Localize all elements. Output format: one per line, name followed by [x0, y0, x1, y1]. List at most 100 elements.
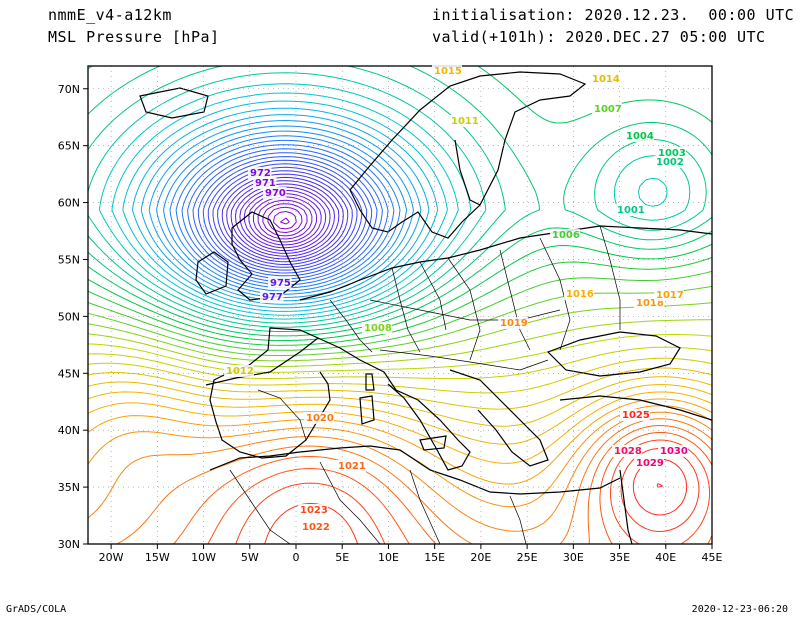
lat-label: 70N [58, 83, 80, 96]
isobar-1007 [88, 285, 712, 356]
coastline-iberia [205, 327, 331, 459]
isobar-993 [156, 125, 414, 298]
isobar-1003 [88, 66, 712, 337]
lon-label: 40E [655, 551, 676, 564]
lat-label: 60N [58, 197, 80, 210]
coastline-north-africa [209, 445, 621, 495]
lon-label: 20W [99, 551, 124, 564]
contour-label-bg [654, 156, 684, 168]
contour-label-1016: 1016 [566, 289, 594, 300]
coastline-continent [299, 225, 712, 301]
contour-label-bg [612, 445, 642, 457]
lon-label: 30E [563, 551, 584, 564]
isobar-998 [111, 92, 459, 316]
contour-label-bg [263, 187, 287, 199]
coastline-gulf-of-bothnia [454, 139, 481, 206]
isobar-985 [202, 159, 368, 274]
isobar-1011 [88, 346, 712, 380]
contour-label-bg [432, 65, 462, 77]
contour-label-972: 972 [250, 168, 271, 179]
contour-label-bg [592, 103, 622, 115]
contour-label-1017: 1017 [656, 290, 684, 301]
contour-label-bg [590, 73, 620, 85]
contour-label-975: 975 [270, 278, 291, 289]
lat-label: 45N [58, 367, 80, 380]
lon-label: 5E [335, 551, 349, 564]
isobar-1000 [88, 72, 691, 324]
isobar-995 [140, 114, 430, 305]
isobar-1008 [88, 302, 712, 362]
contour-label-1015: 1015 [434, 66, 462, 77]
contour-label-1001: 1001 [617, 205, 645, 216]
isobar-994 [148, 120, 422, 302]
isobar-1018 [88, 405, 712, 508]
contour-label-bg [336, 460, 366, 472]
contour-label-bg [658, 445, 688, 457]
valid-time-text: valid(+101h): 2020.DEC.27 05:00 UTC [432, 28, 766, 46]
coastline-levant [619, 469, 633, 544]
isobar-989 [181, 144, 389, 286]
contour-label-bg [248, 167, 272, 179]
lat-label: 55N [58, 253, 80, 266]
contour-label-977: 977 [262, 292, 283, 303]
isobar-1021 [173, 425, 712, 544]
contour-label-1003: 1003 [658, 148, 686, 159]
latitude-axis: 70N 65N 60N 55N 50N 45N 40N 35N 30N [58, 83, 80, 551]
coastline-balkans-greece [449, 369, 549, 467]
coastline-layer [139, 71, 712, 544]
contour-label-1007: 1007 [594, 104, 622, 115]
contour-label-bg [253, 177, 277, 189]
contour-label-1028: 1028 [614, 446, 642, 457]
contour-label-1023: 1023 [300, 505, 328, 516]
contour-label-1021: 1021 [338, 461, 366, 472]
lon-label: 10E [378, 551, 399, 564]
contour-label-971: 971 [255, 178, 276, 189]
coastline-scandinavia [349, 71, 587, 239]
generation-timestamp: 2020-12-23-06:20 [691, 604, 788, 615]
lon-label: 15E [424, 551, 445, 564]
isobar-1004 [88, 243, 712, 342]
contour-label-bg [634, 457, 664, 469]
contour-label-bg [304, 412, 334, 424]
coastline-ireland [195, 251, 229, 295]
contour-label-1014: 1014 [592, 74, 620, 85]
contour-label-bg [615, 204, 645, 216]
isobar-1022 [207, 432, 712, 544]
isobar-971 [267, 206, 303, 233]
contour-label-bg [300, 521, 330, 533]
lat-label: 40N [58, 424, 80, 437]
contour-label-1029: 1029 [636, 458, 664, 469]
contour-label-1004: 1004 [626, 131, 654, 142]
longitude-axis: 20W 15W 10W 5W 0 5E 10E 15E 20E 25E 30E 35E 40E 45E [99, 551, 723, 564]
lon-label: 10W [191, 551, 216, 564]
contour-label-1008: 1008 [364, 323, 392, 334]
contour-label-1022: 1022 [302, 522, 330, 533]
isobar-990 [175, 139, 395, 289]
lon-label: 25E [517, 551, 538, 564]
coastline-sicily [419, 435, 447, 451]
isobar-1009 [88, 319, 712, 367]
contour-label-1006: 1006 [552, 230, 580, 241]
contour-label-bg [564, 288, 594, 300]
lon-label: 45E [702, 551, 723, 564]
contour-label-bg [449, 115, 479, 127]
isobar-1006 [88, 270, 712, 351]
contour-label-1002: 1002 [656, 157, 684, 168]
contour-label-bg [498, 317, 528, 329]
initialisation-text: initialisation: 2020.12.23. 00:00 UTC [432, 6, 795, 24]
model-title: nmmE_v4-a12km [48, 6, 172, 24]
lon-label: 0 [293, 551, 300, 564]
software-credit: GrADS/COLA [6, 604, 67, 615]
isobar-996 [131, 107, 439, 309]
isobar-1005 [88, 256, 712, 346]
contour-label-1011: 1011 [451, 116, 479, 127]
isobar-1014 [88, 376, 712, 427]
coastline-iceland [139, 87, 209, 119]
contour-label-bg [620, 409, 650, 421]
contour-label-bg [362, 322, 392, 334]
contour-label-bg [260, 291, 284, 303]
lat-label: 50N [58, 310, 80, 323]
contour-label-bg [550, 229, 580, 241]
isobar-970 [273, 211, 297, 230]
isobar-1002 [88, 66, 712, 332]
